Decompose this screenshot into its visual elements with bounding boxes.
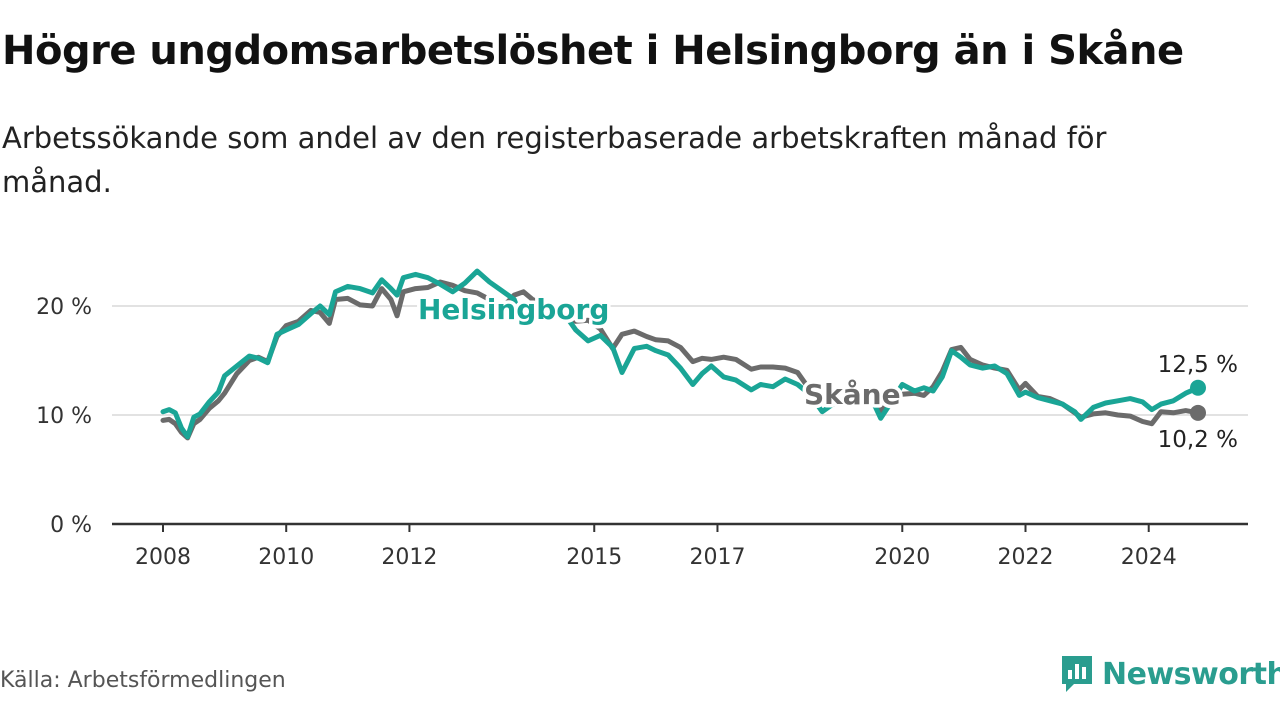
series-label-helsingborg: Helsingborg — [418, 293, 609, 326]
grid-lines — [112, 305, 1248, 526]
y-tick-label: 20 % — [36, 295, 92, 320]
x-tick-label: 2010 — [258, 545, 314, 570]
y-tick-label: 0 % — [50, 513, 92, 538]
line-chart: 0 % 10 % 20 % 2008 2010 2012 2015 2017 2020 2022… — [36, 268, 1248, 570]
x-tick-label: 2022 — [998, 545, 1054, 570]
end-value-label-skane: 10,2 % — [1158, 427, 1238, 453]
series-labels: Helsingborg Skåne 12,5 % 10,2 % — [415, 290, 1239, 453]
series-lines — [160, 268, 1206, 441]
x-axis-ticks: 2008 2010 2012 2015 2017 2020 2022 2024 — [135, 524, 1177, 570]
series-line-helsingborg — [160, 268, 1201, 440]
x-tick-label: 2020 — [874, 545, 930, 570]
x-tick-label: 2015 — [566, 545, 622, 570]
x-tick-label: 2012 — [381, 545, 437, 570]
end-value-label-helsingborg: 12,5 % — [1158, 352, 1238, 378]
source-note: Källa: Arbetsförmedlingen — [0, 668, 286, 693]
newsworthy-logo-icon — [1062, 656, 1092, 692]
end-point-helsingborg — [1190, 379, 1206, 396]
chart-subtitle: Arbetssökande som andel av den registerb… — [2, 121, 1107, 199]
x-tick-label: 2017 — [689, 545, 745, 570]
y-tick-label: 10 % — [36, 404, 92, 429]
brand-name: Newsworthy — [1102, 656, 1280, 692]
series-label-skane: Skåne — [804, 378, 901, 411]
x-tick-label: 2008 — [135, 545, 191, 570]
end-point-skane — [1190, 404, 1206, 421]
chart-title: Högre ungdomsarbetslöshet i Helsingborg … — [2, 28, 1184, 74]
brand-logo[interactable]: Newsworthy — [1060, 654, 1280, 694]
x-tick-label: 2024 — [1121, 545, 1177, 570]
y-axis-ticks: 0 % 10 % 20 % — [36, 295, 92, 538]
